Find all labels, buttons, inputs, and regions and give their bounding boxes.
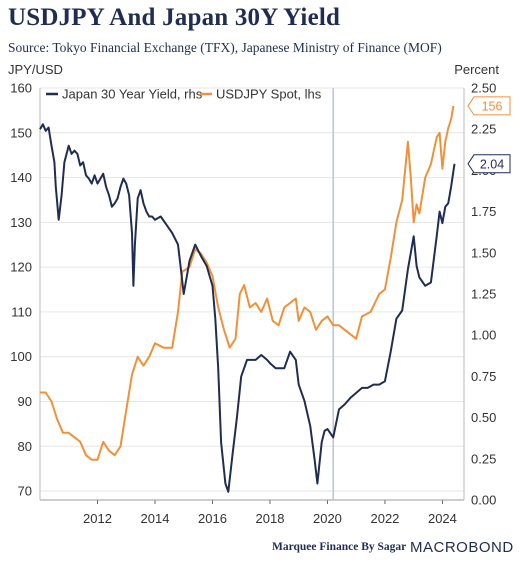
left-tick-label: 120 (10, 260, 32, 275)
footer-credit: Marquee Finance By Sagar (272, 541, 407, 553)
x-tick-label: 2016 (198, 511, 227, 526)
left-tick-label: 100 (10, 349, 32, 364)
right-tick-label: 0.00 (471, 493, 496, 508)
x-tick-label: 2018 (256, 511, 285, 526)
macrobond-logo: MACROBOND (410, 539, 514, 556)
legend-label-yield: Japan 30 Year Yield, rhs (62, 87, 203, 102)
right-tick-label: 2.25 (471, 122, 496, 137)
left-axis-title: JPY/USD (8, 62, 63, 77)
right-tick-label: 1.00 (471, 328, 496, 343)
left-tick-label: 130 (10, 215, 32, 230)
left-tick-label: 70 (18, 484, 32, 499)
end-label-usdjpy: 156 (482, 99, 503, 113)
end-label-box-usdjpy (467, 96, 511, 116)
right-axis-title: Percent (454, 62, 499, 77)
x-tick-label: 2024 (428, 511, 457, 526)
right-tick-label: 1.25 (471, 287, 496, 302)
x-tick-label: 2014 (141, 511, 170, 526)
right-tick-label: 0.25 (471, 451, 496, 466)
x-tick-label: 2012 (83, 511, 112, 526)
legend-label-usdjpy: USDJPY Spot, lhs (216, 87, 322, 102)
left-tick-label: 140 (10, 170, 32, 185)
left-tick-label: 90 (18, 394, 32, 409)
chart-title: USDJPY And Japan 30Y Yield (8, 4, 341, 31)
left-tick-label: 160 (10, 81, 32, 96)
right-tick-label: 2.50 (471, 81, 496, 96)
right-tick-label: 1.75 (471, 204, 496, 219)
left-tick-label: 80 (18, 439, 32, 454)
right-tick-label: 0.75 (471, 369, 496, 384)
chart-subtitle: Source: Tokyo Financial Exchange (TFX), … (8, 40, 442, 55)
end-label-box-yield (467, 154, 511, 174)
end-label-yield: 2.04 (480, 157, 504, 171)
right-tick-label: 0.50 (471, 410, 496, 425)
usdjpy-series-line (40, 105, 455, 461)
x-tick-label: 2022 (370, 511, 399, 526)
yield-series-line (39, 123, 456, 493)
x-tick-label: 2020 (313, 511, 342, 526)
left-tick-label: 110 (11, 304, 32, 319)
right-tick-label: 1.50 (471, 245, 496, 260)
left-tick-label: 150 (10, 125, 32, 140)
